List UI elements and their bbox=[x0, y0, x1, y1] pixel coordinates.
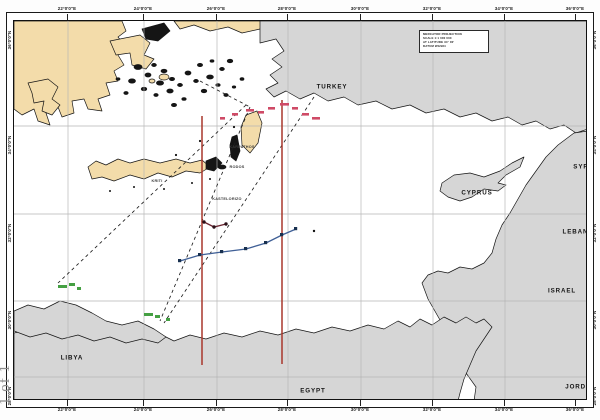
longitude-label: 32°0'0"E bbox=[422, 6, 442, 11]
country-label-israel: ISRAEL bbox=[547, 287, 577, 295]
land-rhodes bbox=[240, 110, 263, 154]
longitude-label: 28°0'0"E bbox=[277, 6, 297, 11]
latitude-label: 32°0'0"N bbox=[7, 223, 12, 243]
latitude-label: 30°0'0"N bbox=[592, 310, 597, 330]
maritime-boundary-dashed-lines bbox=[57, 80, 315, 324]
latitude-label: 28°0'0"N bbox=[592, 386, 597, 406]
longitude-tick bbox=[432, 14, 433, 20]
aegean-islands-light bbox=[148, 73, 170, 84]
longitude-tick bbox=[143, 400, 144, 406]
land-attica bbox=[109, 34, 155, 70]
latitude-label: 36°0'0"N bbox=[7, 30, 12, 50]
latitude-label: 36°0'0"N bbox=[592, 30, 597, 50]
map-canvas bbox=[14, 21, 586, 399]
land-evia bbox=[141, 22, 171, 42]
longitude-label: 26°0'0"E bbox=[206, 407, 226, 412]
land-peloponnese bbox=[27, 78, 61, 116]
longitude-tick bbox=[287, 14, 288, 20]
info-line-datum: DATUM WGS84 bbox=[423, 43, 446, 48]
longitude-label: 24°0'0"E bbox=[133, 407, 153, 412]
longitude-tick bbox=[432, 400, 433, 406]
land-cyprus bbox=[439, 156, 525, 202]
longitude-tick bbox=[67, 14, 68, 20]
longitude-tick-strip-top bbox=[13, 14, 587, 20]
longitude-tick bbox=[67, 400, 68, 406]
map-frame: KRITI KARPATHOS RODOS KASTELORIZO TURKEY CYP… bbox=[13, 20, 587, 400]
longitude-label: 28°0'0"E bbox=[277, 407, 297, 412]
red-coastal-markers bbox=[220, 103, 320, 120]
longitude-label: 24°0'0"E bbox=[133, 6, 153, 11]
longitude-label: 26°0'0"E bbox=[206, 6, 226, 11]
latitude-label: 34°0'0"N bbox=[592, 135, 597, 155]
latitude-label: 34°0'0"N bbox=[7, 135, 12, 155]
country-label-libya: LIBYA bbox=[60, 354, 84, 362]
longitude-tick bbox=[575, 400, 576, 406]
longitude-tick bbox=[360, 400, 361, 406]
longitude-label: 36°0'0"E bbox=[565, 407, 585, 412]
longitude-label: 30°0'0"E bbox=[350, 407, 370, 412]
longitude-label: 32°0'0"E bbox=[422, 407, 442, 412]
land-turkey-south bbox=[259, 21, 586, 134]
longitude-label: 34°0'0"E bbox=[494, 407, 514, 412]
land-crete-east bbox=[205, 156, 223, 172]
land-karpathos bbox=[229, 134, 241, 162]
longitude-tick bbox=[143, 14, 144, 20]
info-line-projection: MERCATOR PROJECTION bbox=[423, 32, 462, 36]
longitude-tick bbox=[575, 14, 576, 20]
country-label-lebanon: LEBANON bbox=[562, 228, 586, 236]
longitude-tick bbox=[216, 14, 217, 20]
country-label-syria: SYRIA bbox=[573, 163, 586, 171]
island-label-kastelorizo: KASTELORIZO bbox=[212, 197, 242, 201]
graticule-lines bbox=[14, 21, 586, 399]
longitude-label: 22°0'0"E bbox=[57, 407, 77, 412]
longitude-label: 34°0'0"E bbox=[494, 6, 514, 11]
aegean-islands bbox=[115, 58, 245, 108]
info-line-scale: SCALE 1:1 000 000 bbox=[423, 35, 452, 40]
page-indicator: 1 of 1 bbox=[0, 364, 13, 405]
island-label-rodos: RODOS bbox=[229, 165, 245, 169]
green-coastal-markers bbox=[58, 283, 170, 321]
projection-info-box: MERCATOR PROJECTION SCALE 1:1 000 000 AT… bbox=[419, 30, 489, 53]
darkred-short-segment bbox=[202, 220, 228, 229]
country-label-egypt: EGYPT bbox=[300, 387, 326, 395]
point-markers bbox=[109, 125, 316, 233]
island-label-kriti: KRITI bbox=[151, 179, 163, 183]
red-meridian-lines bbox=[201, 100, 283, 365]
longitude-tick bbox=[216, 400, 217, 406]
longitude-tick bbox=[504, 400, 505, 406]
longitude-label: 36°0'0"E bbox=[565, 6, 585, 11]
blue-survey-polyline bbox=[178, 227, 298, 263]
country-label-jordan: JORDAN bbox=[565, 383, 587, 391]
longitude-label: 22°0'0"E bbox=[57, 6, 77, 11]
latitude-label: 32°0'0"N bbox=[592, 223, 597, 243]
latitude-label: 30°0'0"N bbox=[7, 310, 12, 330]
country-label-cyprus: CYPRUS bbox=[461, 189, 493, 197]
longitude-tick bbox=[504, 14, 505, 20]
country-label-turkey: TURKEY bbox=[316, 83, 348, 91]
longitude-label: 30°0'0"E bbox=[350, 6, 370, 11]
longitude-tick-strip-bottom bbox=[13, 400, 587, 406]
info-line-latitude: AT LATITUDE 34° 00' bbox=[423, 39, 455, 44]
longitude-tick bbox=[287, 400, 288, 406]
longitude-tick bbox=[360, 14, 361, 20]
island-label-karpathos: KARPATHOS bbox=[229, 145, 255, 149]
